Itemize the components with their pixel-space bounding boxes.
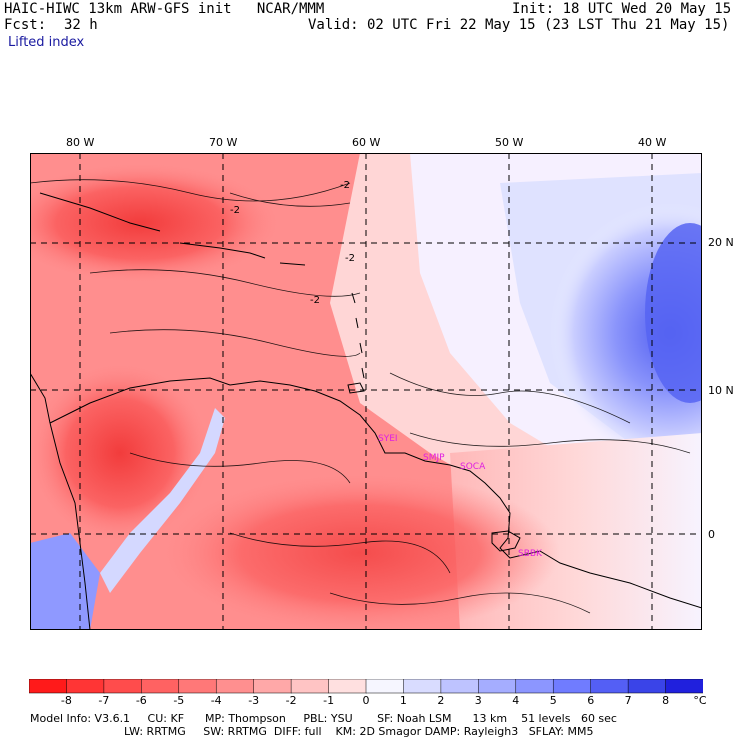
colorbar-tick-label: -8 bbox=[60, 694, 72, 707]
lon-label-40w: 40 W bbox=[638, 136, 667, 149]
model-info-line1: Model Info: V3.6.1 CU: KF MP: Thompson P… bbox=[30, 712, 617, 725]
colorbar bbox=[29, 679, 703, 694]
colorbar-tick-label: 3 bbox=[474, 694, 482, 707]
colorbar-tick-label: -3 bbox=[248, 694, 260, 707]
colorbar-tick-label: 4 bbox=[512, 694, 520, 707]
svg-text:-2: -2 bbox=[340, 180, 350, 191]
map-frame bbox=[30, 153, 702, 630]
li-contours bbox=[30, 179, 691, 614]
station-soca: SOCA bbox=[460, 462, 486, 472]
colorbar-tick-label: -6 bbox=[135, 694, 147, 707]
colorbar-swatch bbox=[215, 679, 255, 694]
colorbar-unit: °C bbox=[693, 694, 707, 707]
colorbar-tick-label: -7 bbox=[98, 694, 110, 707]
colorbar-swatch bbox=[328, 679, 367, 694]
colorbar-tick-label: 5 bbox=[549, 694, 557, 707]
lon-label-60w: 60 W bbox=[352, 136, 381, 149]
colorbar-swatch bbox=[365, 679, 405, 694]
coastlines bbox=[30, 192, 702, 630]
colorbar-swatch bbox=[290, 679, 330, 694]
colorbar-swatch bbox=[403, 679, 442, 694]
init-time: Init: 18 UTC Wed 20 May 15 bbox=[512, 1, 732, 17]
colorbar-swatch bbox=[552, 679, 592, 694]
positive-li-core bbox=[645, 223, 702, 403]
colorbar-tick-label: -2 bbox=[285, 694, 297, 707]
station-markers: SYEI SMJP SOCA SBBK bbox=[378, 434, 543, 559]
colorbar-swatch bbox=[103, 679, 143, 694]
field-name: Lifted index bbox=[8, 35, 85, 50]
colorbar-tick-label: -4 bbox=[210, 694, 222, 707]
colorbar-tick-label: -5 bbox=[173, 694, 185, 707]
amazon-unstable-zone bbox=[160, 473, 560, 630]
forecast-label: Fcst: bbox=[4, 17, 47, 33]
model-info-line2: LW: RRTMG SW: RRTMG DIFF: full KM: 2D Sm… bbox=[124, 725, 594, 738]
colorbar-swatch bbox=[478, 679, 517, 694]
colorbar-tick-label: 6 bbox=[587, 694, 595, 707]
lon-label-70w: 70 W bbox=[209, 136, 238, 149]
station-sbbk: SBBK bbox=[518, 549, 543, 559]
colorbar-tick-label: 8 bbox=[662, 694, 670, 707]
lat-label-20n: 20 N bbox=[708, 236, 734, 249]
contour-value-labels: -2 -2 -2 -2 bbox=[230, 180, 355, 306]
colorbar-tick-label: 1 bbox=[399, 694, 407, 707]
station-smjp: SMJP bbox=[423, 453, 445, 463]
forecast-hour: 32 h bbox=[64, 17, 98, 33]
colorbar-swatch bbox=[141, 679, 180, 694]
lon-label-50w: 50 W bbox=[495, 136, 524, 149]
caribbean-unstable-core bbox=[30, 163, 280, 283]
colorbar-tick-label: 7 bbox=[624, 694, 632, 707]
colorbar-swatch bbox=[515, 679, 554, 694]
lat-label-0: 0 bbox=[708, 528, 715, 541]
pacific-stable-zone bbox=[30, 533, 100, 630]
colorbar-tick-label: 0 bbox=[362, 694, 370, 707]
colorbar-tick-label: -1 bbox=[323, 694, 335, 707]
colorbar-swatch bbox=[29, 679, 68, 694]
svg-text:-2: -2 bbox=[230, 205, 240, 216]
colorbar-swatch bbox=[440, 679, 480, 694]
lon-label-80w: 80 W bbox=[66, 136, 95, 149]
colorbar-swatch bbox=[66, 679, 105, 694]
valid-time: Valid: 02 UTC Fri 22 May 15 (23 LST Thu … bbox=[308, 17, 730, 33]
andes-stable-ridge bbox=[100, 408, 225, 593]
colorbar-swatch bbox=[665, 679, 703, 694]
graticule bbox=[30, 153, 702, 630]
map-title: HAIC-HIWC 13km ARW-GFS init NCAR/MMM bbox=[4, 1, 325, 17]
lifted-index-map: -2 -2 -2 -2 SYEI SMJP SOCA SBBK bbox=[30, 153, 702, 630]
svg-text:-2: -2 bbox=[310, 295, 320, 306]
colorbar-swatch bbox=[253, 679, 292, 694]
station-syei: SYEI bbox=[378, 434, 398, 444]
colorbar-swatch bbox=[178, 679, 217, 694]
svg-text:-2: -2 bbox=[345, 253, 355, 264]
colorbar-tick-label: 2 bbox=[437, 694, 445, 707]
lat-label-10n: 10 N bbox=[708, 384, 734, 397]
colorbar-swatch bbox=[590, 679, 629, 694]
colorbar-swatch bbox=[627, 679, 667, 694]
